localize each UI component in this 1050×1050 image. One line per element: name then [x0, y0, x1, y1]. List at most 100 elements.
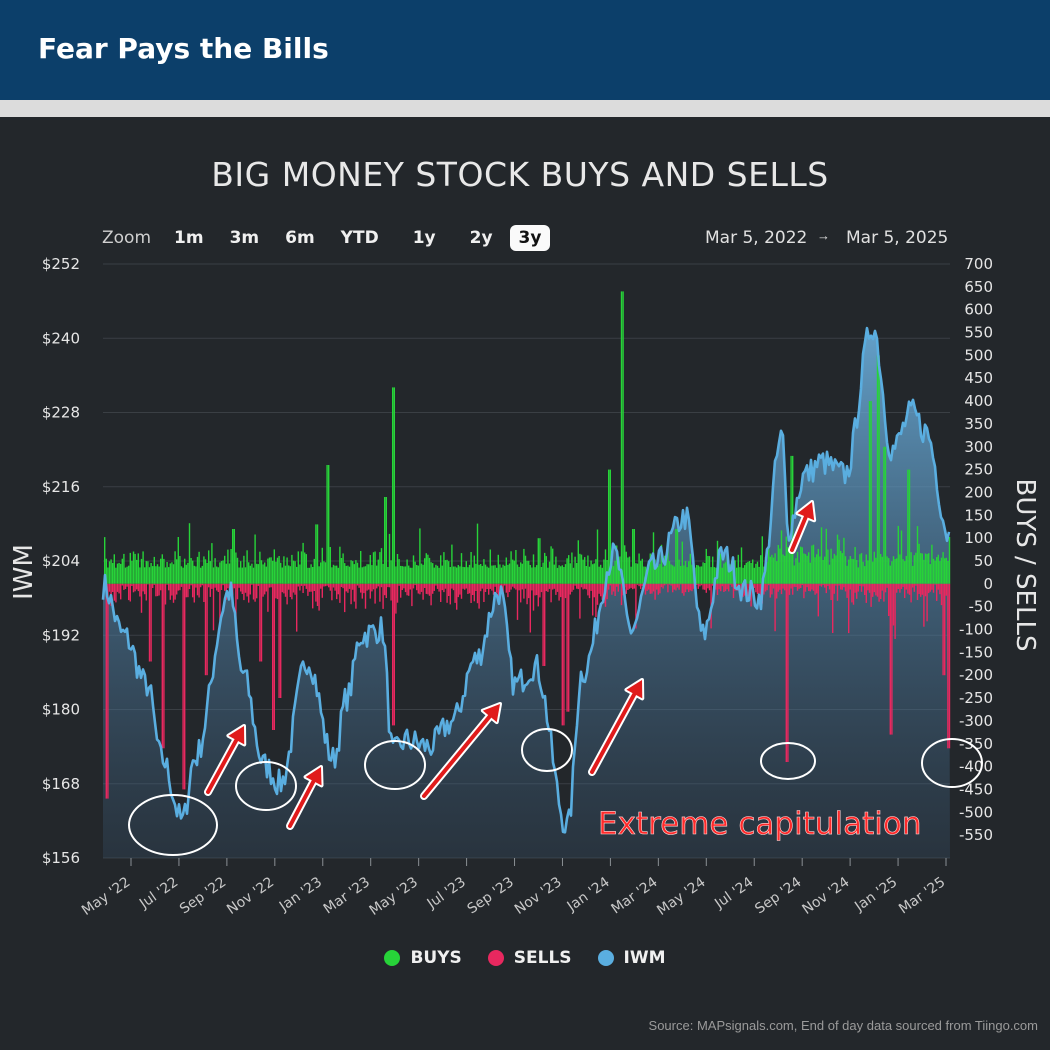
buys-bar — [659, 564, 661, 584]
sells-bar — [720, 583, 722, 592]
buys-bar — [747, 561, 749, 584]
sells-bar — [179, 583, 181, 591]
sells-bar — [273, 583, 275, 730]
sells-bar — [531, 583, 533, 591]
sells-bar — [662, 583, 664, 589]
sells-bar — [336, 583, 338, 600]
buys-bar — [513, 560, 515, 584]
buys-bar — [809, 562, 811, 584]
legend-sells-label: SELLS — [513, 948, 572, 968]
buys-bar — [812, 544, 815, 584]
sells-bar — [470, 583, 472, 603]
sells-bar — [547, 583, 549, 592]
x-tick-label: Mar '25 — [896, 874, 948, 917]
right-tick-label: -50 — [969, 598, 994, 616]
sells-bar — [657, 583, 659, 595]
buys-bar — [233, 529, 235, 584]
range-from[interactable]: Mar 5, 2022 — [705, 228, 808, 248]
sells-bar — [520, 583, 522, 603]
sells-bar — [907, 583, 909, 594]
buys-bar — [180, 566, 183, 584]
buys-bar — [641, 558, 643, 584]
sells-bar — [910, 583, 912, 603]
buys-bar — [342, 553, 344, 584]
buys-bar — [849, 556, 851, 584]
sells-bar — [182, 583, 184, 790]
buys-bar — [668, 561, 671, 584]
sells-bar — [243, 583, 245, 601]
buys-bar — [272, 560, 274, 584]
sells-bar — [270, 583, 272, 588]
sells-bar — [416, 583, 418, 591]
buys-bar — [884, 446, 887, 584]
buys-bar — [857, 567, 859, 584]
sells-bar — [724, 583, 727, 592]
sells-bar — [326, 583, 328, 586]
buys-bar — [523, 548, 525, 584]
left-tick-label: $180 — [42, 701, 80, 719]
right-tick-label: -400 — [959, 758, 993, 776]
sells-bar — [464, 583, 466, 590]
sells-bar — [601, 583, 603, 600]
sells-bar — [838, 583, 840, 586]
zoom-ytd-button[interactable]: YTD — [340, 228, 379, 248]
buys-bar — [945, 557, 947, 584]
left-tick-label: $216 — [42, 478, 80, 496]
left-tick-label: $252 — [42, 255, 80, 273]
zoom-1m-button[interactable]: 1m — [174, 228, 204, 248]
sells-bar — [888, 583, 890, 616]
sells-bar — [404, 583, 407, 593]
buys-bar — [188, 523, 191, 584]
buys-bar — [568, 555, 570, 584]
sells-bar — [609, 583, 611, 586]
sells-bar — [673, 583, 675, 590]
sells-bar — [176, 583, 178, 595]
sells-bar — [552, 583, 554, 590]
buys-bar — [347, 565, 349, 584]
zoom-3m-button[interactable]: 3m — [229, 228, 260, 248]
buys-bar — [499, 564, 501, 584]
sells-bar — [337, 583, 339, 595]
legend-sells[interactable]: SELLS — [487, 948, 572, 968]
buys-bar — [404, 566, 407, 584]
zoom-2y-button[interactable]: 2y — [469, 228, 493, 248]
buys-bar — [827, 549, 829, 584]
buys-bar — [368, 564, 370, 584]
buys-bar — [622, 291, 624, 584]
buys-bar — [414, 561, 416, 584]
sells-bar — [928, 583, 930, 594]
buys-bar — [675, 529, 677, 584]
range-to[interactable]: Mar 5, 2025 — [846, 228, 949, 248]
zoom-1y-button[interactable]: 1y — [412, 228, 436, 248]
sells-bar — [436, 583, 439, 589]
sells-bar — [598, 583, 600, 594]
buys-bar — [582, 559, 584, 584]
buys-bar — [411, 567, 413, 584]
sells-bar — [393, 583, 395, 726]
right-tick-label: -200 — [959, 666, 993, 684]
sells-bar — [649, 583, 651, 594]
legend-iwm[interactable]: IWM — [597, 948, 666, 968]
buys-bar — [363, 566, 365, 584]
buys-bar — [254, 534, 256, 584]
buys-bar — [144, 567, 146, 584]
sells-bar — [822, 583, 824, 586]
buys-bar — [267, 558, 269, 584]
sells-bar — [532, 583, 535, 611]
sells-bar — [315, 583, 317, 602]
buys-bar — [187, 562, 189, 584]
buys-bar — [529, 565, 531, 584]
sells-bar — [316, 583, 319, 606]
legend-buys[interactable]: BUYS — [384, 948, 462, 968]
sells-bar — [675, 583, 677, 591]
buys-bar — [452, 566, 455, 584]
sells-bar — [785, 583, 787, 762]
zoom-3y-button[interactable]: 3y — [509, 225, 551, 251]
sells-bar — [353, 583, 355, 602]
sells-bar — [628, 583, 631, 589]
zoom-6m-button[interactable]: 6m — [285, 228, 315, 248]
sells-bar — [369, 583, 371, 599]
source-note: Source: MAPsignals.com, End of day data … — [648, 1018, 1038, 1033]
sells-bar — [534, 583, 536, 596]
